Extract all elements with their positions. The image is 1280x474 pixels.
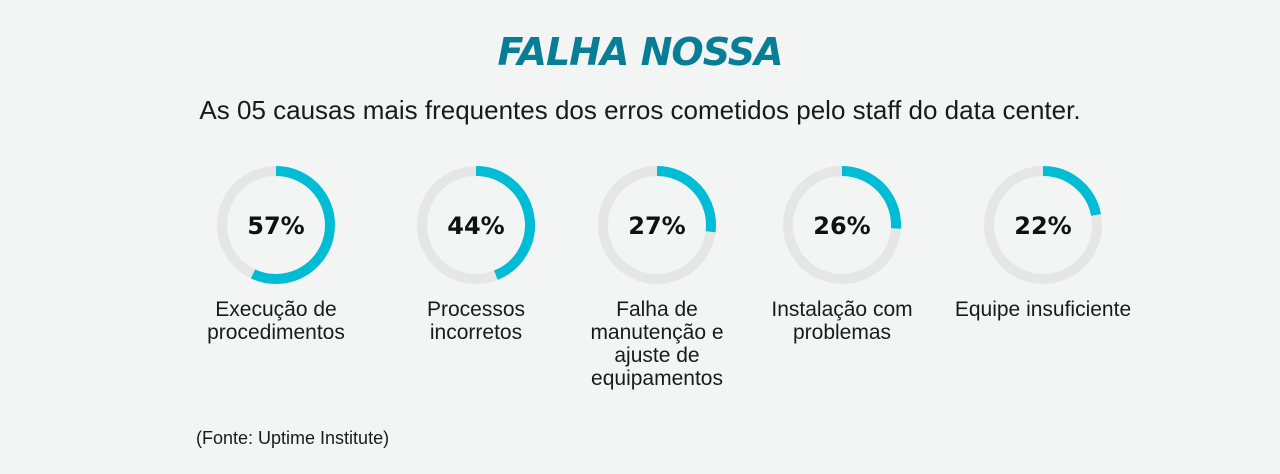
category-label-5: Equipe insuficiente <box>954 298 1132 321</box>
chart-subtitle: As 05 causas mais frequentes dos erros c… <box>199 95 1081 125</box>
donut-arc-3 <box>656 166 716 233</box>
category-label-3: Falha de manutenção e ajuste de equipame… <box>590 298 724 390</box>
source-note: (Fonte: Uptime Institute) <box>196 428 390 448</box>
category-label-4: Instalação com problemas <box>771 298 913 344</box>
category-label-1: Execução de procedimentos <box>207 298 345 344</box>
value-label-4: 26% <box>813 212 870 240</box>
value-label-2: 44% <box>447 212 504 240</box>
donut-arc-5 <box>1042 166 1101 217</box>
category-label-2: Processos incorretos <box>426 298 526 344</box>
donut-arc-4 <box>841 166 901 229</box>
value-label-5: 22% <box>1014 212 1071 240</box>
donut-arc-1 <box>250 166 335 284</box>
donut-arc-2 <box>475 166 535 280</box>
chart-title: FALHA NOSSA <box>497 30 783 74</box>
value-label-1: 57% <box>247 212 304 240</box>
value-label-3: 27% <box>628 212 685 240</box>
